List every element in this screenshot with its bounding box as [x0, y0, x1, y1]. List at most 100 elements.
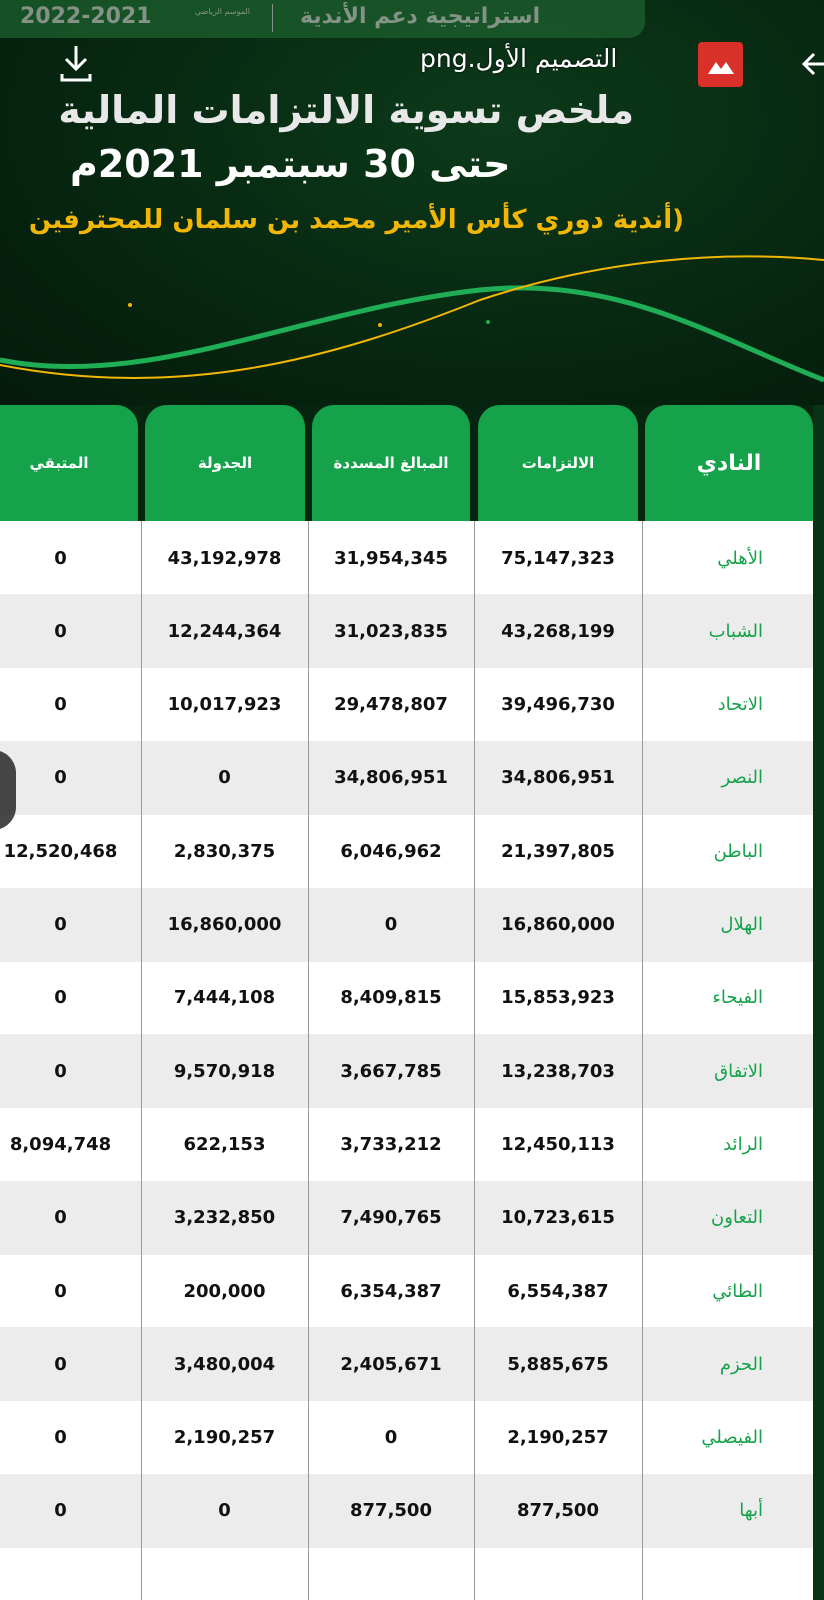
- season: 2022-2021: [20, 4, 152, 29]
- table-row: الاتفاق 13,238,703 3,667,785 9,570,918 0: [0, 1034, 813, 1109]
- scheduled-value: 200,000: [183, 1280, 266, 1302]
- commitments-value: 6,554,387: [507, 1280, 609, 1302]
- club-name: الفيحاء: [712, 987, 763, 1009]
- paid-value: 31,023,835: [334, 620, 448, 642]
- infographic-subtitle: (أندية دوري كأس الأمير محمد بن سلمان للم…: [28, 205, 684, 235]
- header-remaining: المتبقي: [0, 405, 138, 521]
- table-row: الاتحاد 39,496,730 29,478,807 10,017,923 0: [0, 668, 813, 742]
- remaining-value: 0: [54, 1280, 67, 1302]
- divider: [272, 4, 273, 32]
- scheduled-value: 16,860,000: [167, 914, 282, 935]
- scheduled-value: 3,232,850: [173, 1207, 276, 1229]
- commitments-value: 5,885,675: [507, 1353, 609, 1375]
- remaining-value: 0: [54, 1500, 67, 1522]
- remaining-value: 0: [54, 1060, 67, 1082]
- infographic-background: [0, 0, 824, 405]
- remaining-value: 0: [54, 1353, 67, 1375]
- paid-value: 3,733,212: [340, 1133, 442, 1155]
- remaining-value: 8,094,748: [9, 1133, 112, 1155]
- club-name: التعاون: [711, 1207, 763, 1229]
- paid-value: 29,478,807: [334, 694, 448, 716]
- club-name: الحزم: [719, 1353, 763, 1375]
- strategy-title: استراتيجية دعم الأندية: [300, 4, 541, 29]
- paid-value: 31,954,345: [334, 547, 448, 569]
- commitments-value: 39,496,730: [501, 694, 615, 716]
- club-name: أبها: [739, 1500, 763, 1522]
- table-row: الرائد 12,450,113 3,733,212 622,153 8,094,74…: [0, 1107, 813, 1181]
- remaining-value: 0: [54, 694, 67, 716]
- scheduled-value: 622,153: [183, 1133, 266, 1155]
- back-arrow-icon[interactable]: [800, 44, 824, 84]
- club-name: الفيصلي: [701, 1427, 763, 1449]
- table-row: التعاون 10,723,615 7,490,765 3,232,850 0: [0, 1180, 813, 1255]
- club-name: الشباب: [708, 620, 763, 642]
- commitments-value: 43,268,199: [501, 620, 615, 642]
- paid-value: 3,667,785: [340, 1060, 442, 1082]
- table-row: الطائي 6,554,387 6,354,387 200,000 0: [0, 1254, 813, 1328]
- scheduled-value: 43,192,978: [167, 547, 282, 569]
- table-row: الفيحاء 15,853,923 8,409,815 7,444,108 0: [0, 961, 813, 1035]
- paid-value: 6,354,387: [340, 1280, 442, 1302]
- remaining-value: 0: [54, 620, 67, 642]
- club-name: الاتفاق: [714, 1060, 763, 1082]
- commitments-value: 12,450,113: [501, 1133, 615, 1155]
- paid-value: 877,500: [350, 1500, 432, 1522]
- remaining-value: 0: [54, 987, 67, 1009]
- table-body: الأهلي 75,147,323 31,954,345 43,192,978 0 الش…: [0, 521, 813, 1600]
- season-label: الموسم الرياضي: [194, 7, 250, 16]
- commitments-value: 877,500: [517, 1500, 599, 1522]
- remaining-value: 0: [54, 1427, 67, 1449]
- infographic-date: حتى 30 سبتمبر 2021م: [70, 142, 511, 186]
- overlay-control[interactable]: [0, 750, 16, 830]
- column-divider: [308, 521, 309, 1600]
- paid-value: 2,405,671: [340, 1353, 442, 1375]
- remaining-value: 0: [54, 767, 67, 789]
- scheduled-value: 2,190,257: [173, 1427, 276, 1449]
- scheduled-value: 9,570,918: [173, 1060, 276, 1082]
- paid-value: 34,806,951: [334, 767, 448, 789]
- gallery-icon[interactable]: [698, 42, 743, 87]
- table-row: الشباب 43,268,199 31,023,835 12,244,364 0: [0, 594, 813, 669]
- scheduled-value: 3,480,004: [173, 1353, 276, 1375]
- header-paid: المبالغ المسددة: [312, 405, 470, 521]
- table-row: الفيصلي 2,190,257 0 2,190,257 0: [0, 1401, 813, 1475]
- table-row: الهلال 16,860,000 0 16,860,000 0: [0, 887, 813, 962]
- table-row: النصر 34,806,951 34,806,951 0 0: [0, 740, 813, 815]
- remaining-value: 0: [54, 914, 67, 935]
- commitments-value: 15,853,923: [501, 987, 615, 1009]
- right-edge: [813, 405, 824, 1600]
- scheduled-value: 10,017,923: [167, 694, 282, 716]
- club-name: الأهلي: [717, 547, 763, 569]
- club-name: الرائد: [723, 1133, 763, 1155]
- paid-value: 8,409,815: [340, 987, 442, 1009]
- commitments-value: 21,397,805: [501, 840, 615, 862]
- download-icon[interactable]: [58, 44, 94, 84]
- commitments-value: 75,147,323: [501, 547, 615, 569]
- club-name: الباطن: [713, 840, 763, 862]
- scheduled-value: 0: [218, 767, 231, 789]
- header-scheduled: الجدولة: [145, 405, 305, 521]
- file-name: التصميم الأول.png: [420, 44, 618, 73]
- commitments-value: 10,723,615: [501, 1207, 615, 1229]
- remaining-value: 0: [54, 1207, 67, 1229]
- scheduled-value: 12,244,364: [167, 620, 282, 642]
- scheduled-value: 0: [218, 1500, 231, 1522]
- table-row: أبها 877,500 877,500 0 0: [0, 1473, 813, 1548]
- decorative-waves: [0, 255, 824, 383]
- header-commitments: الالتزامات: [478, 405, 638, 521]
- table-row: الحزم 5,885,675 2,405,671 3,480,004 0: [0, 1327, 813, 1402]
- scheduled-value: 2,830,375: [173, 840, 276, 862]
- paid-value: 0: [384, 914, 398, 935]
- club-name: الاتحاد: [717, 694, 763, 716]
- remaining-value: 12,520,468: [3, 840, 118, 862]
- scheduled-value: 7,444,108: [173, 987, 276, 1009]
- table-row: الأهلي 75,147,323 31,954,345 43,192,978 0: [0, 521, 813, 595]
- club-name: النصر: [721, 767, 763, 789]
- infographic-top-bar: 2022-2021 الموسم الرياضي استراتيجية دعم …: [0, 0, 645, 38]
- commitments-value: 16,860,000: [501, 914, 615, 935]
- commitments-value: 2,190,257: [507, 1427, 609, 1449]
- commitments-value: 34,806,951: [501, 767, 615, 789]
- commitments-value: 13,238,703: [501, 1060, 615, 1082]
- table-row: الباطن 21,397,805 6,046,962 2,830,375 12,520…: [0, 814, 813, 888]
- column-divider: [474, 521, 475, 1600]
